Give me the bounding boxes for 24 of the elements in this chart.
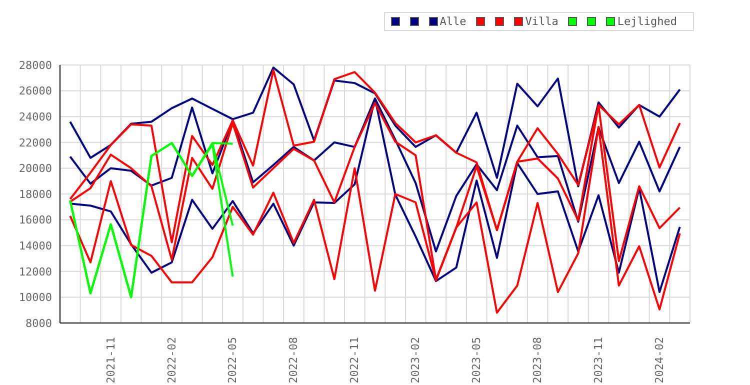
- x-tick-label: 2022-11: [348, 337, 362, 384]
- y-tick-label: 22000: [18, 136, 52, 150]
- x-tick-label: 2023-11: [592, 337, 606, 384]
- y-tick-label: 10000: [18, 291, 52, 304]
- y-tick-label: 24000: [18, 110, 52, 124]
- x-tick-label: 2022-05: [226, 337, 240, 384]
- y-tick-label: 14000: [18, 240, 52, 253]
- y-tick-label: 28000: [18, 58, 52, 72]
- legend-label: Villa: [525, 15, 558, 28]
- legend-label: Alle: [440, 15, 466, 28]
- x-tick-label: 2022-02: [165, 337, 178, 384]
- x-tick-label: 2023-05: [470, 337, 484, 384]
- x-tick-label: 2022-08: [287, 337, 300, 384]
- x-tick-label: 2023-02: [409, 337, 422, 384]
- y-tick-label: 8000: [26, 316, 52, 330]
- y-tick-label: 12000: [18, 265, 52, 278]
- x-tick-label: 2024-02: [653, 337, 666, 384]
- legend-label: Lejlighed: [617, 15, 677, 28]
- y-tick-label: 18000: [18, 188, 52, 201]
- y-tick-label: 20000: [18, 162, 52, 176]
- x-tick-label: 2023-08: [531, 337, 544, 384]
- x-tick-label: 2021-11: [104, 337, 118, 384]
- y-tick-label: 26000: [18, 84, 52, 98]
- y-tick-label: 16000: [18, 214, 52, 227]
